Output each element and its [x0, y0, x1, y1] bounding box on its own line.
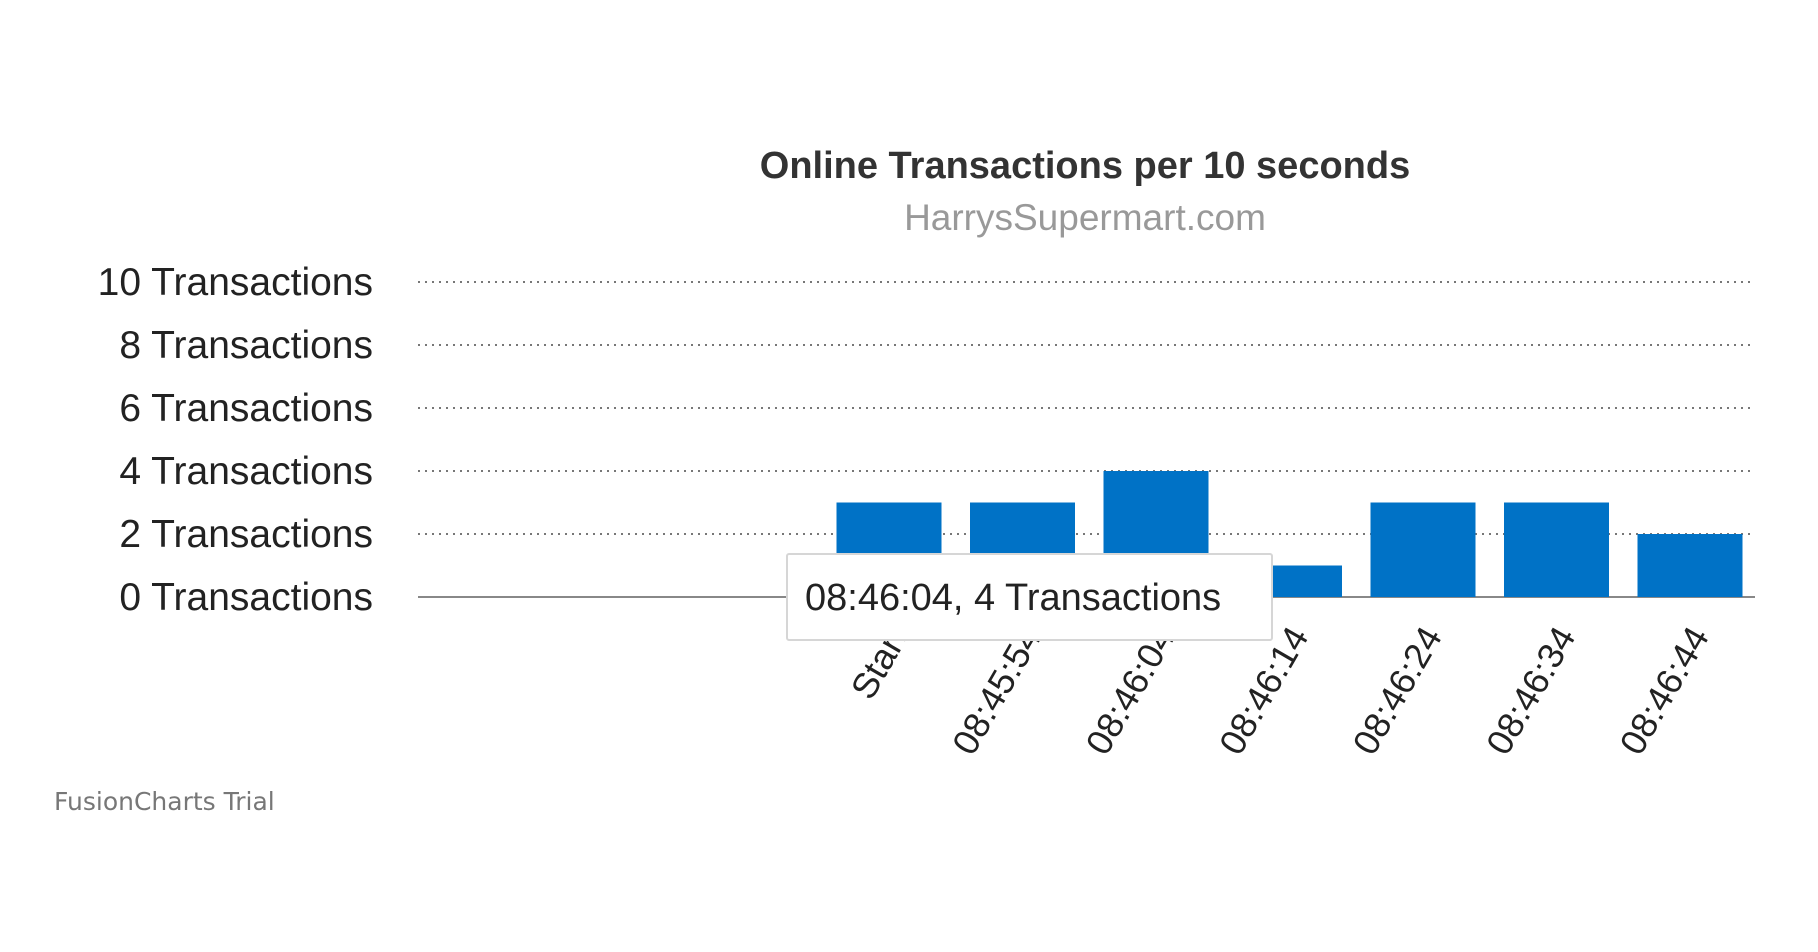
y-tick-label: 2 Transactions: [119, 513, 373, 556]
tooltip-text: 08:46:04, 4 Transactions: [805, 577, 1221, 619]
y-tick-label: 0 Transactions: [119, 576, 373, 619]
x-tick-label: 08:46:44: [1611, 620, 1717, 762]
y-axis-labels: 0 Transactions 2 Transactions 4 Transactio…: [98, 261, 373, 619]
chart-title: Online Transactions per 10 seconds: [760, 145, 1410, 187]
y-tick-label: 6 Transactions: [119, 387, 373, 430]
y-tick-label: 8 Transactions: [119, 324, 373, 367]
watermark-text: FusionCharts Trial: [54, 787, 275, 816]
tooltip: 08:46:04, 4 Transactions: [786, 553, 1273, 641]
tooltip-box: [786, 553, 1273, 641]
bar-5[interactable]: [1504, 502, 1609, 598]
y-tick-label: 4 Transactions: [119, 450, 373, 493]
x-tick-label: 08:46:24: [1344, 620, 1450, 762]
bar-6[interactable]: [1637, 534, 1743, 597]
chart-subtitle: HarrysSupermart.com: [904, 197, 1266, 238]
x-tick-label: 08:46:34: [1478, 620, 1584, 762]
bar-4[interactable]: [1370, 502, 1476, 598]
y-tick-label: 10 Transactions: [98, 261, 373, 304]
grid-lines: [418, 281, 1755, 535]
